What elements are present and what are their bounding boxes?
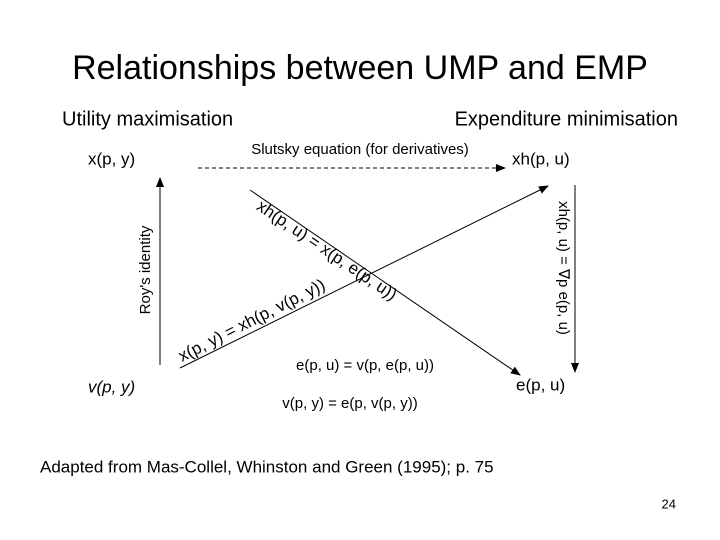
identity: e(p, u) = v(p, e(p, u))	[296, 357, 434, 374]
node-label: e(p, u)	[516, 375, 565, 394]
edge-label: xh(p, u) = ∇p e(p, u)	[555, 201, 572, 335]
arrow	[249, 189, 521, 376]
edge-label: Slutsky equation (for derivatives)	[251, 141, 469, 158]
edge-label: x(p, y) = xh(p, v(p, y))	[175, 275, 328, 365]
footnote: Adapted from Mas-Collel, Whinston and Gr…	[40, 457, 494, 476]
arrow	[179, 185, 549, 369]
right-heading: Expenditure minimisation	[455, 108, 678, 130]
left-heading: Utility maximisation	[62, 108, 233, 130]
slide-title: Relationships between UMP and EMP	[72, 49, 648, 87]
edge-label: xh(p, u) = x(p, e(p, u))	[253, 196, 400, 304]
page-number: 24	[662, 496, 676, 511]
node-label: x(p, y)	[88, 149, 135, 168]
node-label: v(p, y)	[88, 377, 135, 396]
identity: v(p, y) = e(p, v(p, y))	[282, 395, 417, 412]
edge-label: Roy's identity	[137, 225, 154, 314]
node-label: xh(p, u)	[512, 149, 570, 168]
